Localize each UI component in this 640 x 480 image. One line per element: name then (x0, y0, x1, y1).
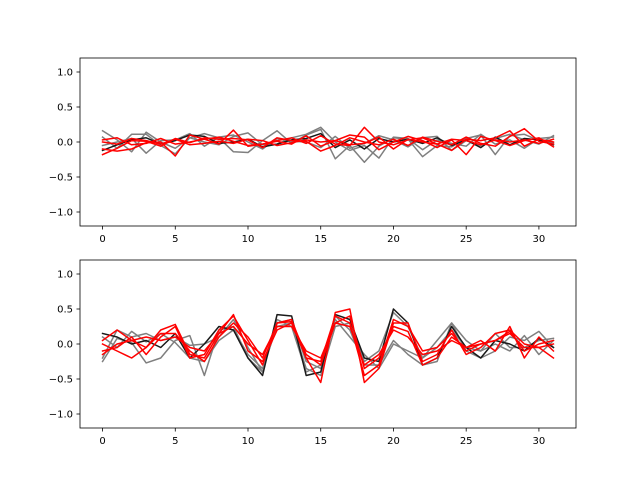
y-tick-label: 0.5 (57, 305, 73, 316)
x-tick-label: 30 (533, 234, 546, 245)
y-tick-label: −1.0 (49, 410, 73, 421)
y-tick-label: 0.0 (57, 138, 73, 149)
y-tick-label: −0.5 (49, 173, 73, 184)
subplot-top: 0 5 10 15 20 25 30 −1.0 −0.5 0.0 0.5 1.0 (49, 57, 577, 245)
x-tick-label: 25 (460, 436, 473, 447)
series-group (101, 126, 555, 164)
x-tick-label: 30 (533, 436, 546, 447)
x-tick-label: 20 (387, 234, 400, 245)
series-line-5 (101, 127, 555, 156)
series-group (101, 308, 555, 384)
x-tick-label: 0 (99, 234, 105, 245)
y-tick-label: 1.0 (57, 68, 73, 79)
series-line-7 (101, 322, 555, 366)
series-line-7 (101, 136, 555, 150)
x-tick-label: 5 (172, 234, 178, 245)
x-tick-label: 0 (99, 436, 105, 447)
x-tick-label: 15 (314, 436, 327, 447)
x-tick-label: 25 (460, 234, 473, 245)
series-line-6 (101, 129, 555, 157)
y-tick-label: 0.5 (57, 103, 73, 114)
x-tick-label: 5 (172, 436, 178, 447)
x-tick-label: 10 (242, 234, 255, 245)
x-tick-label: 10 (242, 436, 255, 447)
series-line-4 (101, 308, 555, 384)
subplot-bottom: 0 5 10 15 20 25 30 −1.0 −0.5 0.0 0.5 1.0 (49, 259, 577, 447)
y-tick-label: −0.5 (49, 375, 73, 386)
y-tick-label: 1.0 (57, 270, 73, 281)
y-tick-label: 0.0 (57, 340, 73, 351)
y-tick-label: −1.0 (49, 208, 73, 219)
x-tick-label: 15 (314, 234, 327, 245)
x-tick-label: 20 (387, 436, 400, 447)
series-line-6 (101, 315, 555, 370)
